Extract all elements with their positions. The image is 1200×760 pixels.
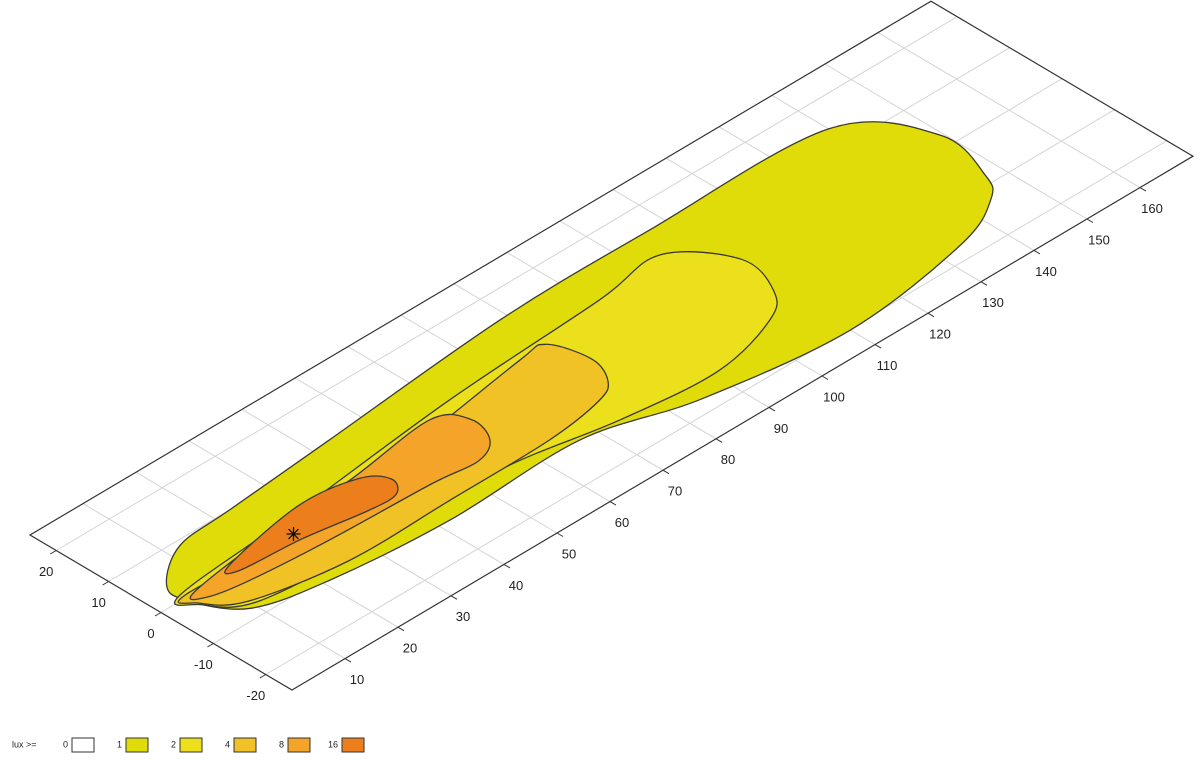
overlay: 102030405060708090100110120130140150160-… xyxy=(28,0,1195,703)
x-tick-label: 30 xyxy=(456,609,470,624)
x-tick xyxy=(1139,187,1147,192)
x-tick xyxy=(1033,249,1041,255)
legend-label: 1 xyxy=(117,739,122,749)
legend-label: 0 xyxy=(63,739,68,749)
y-tick-label: 0 xyxy=(147,626,154,641)
grid-line xyxy=(265,140,1168,675)
x-tick xyxy=(397,626,405,632)
legend-swatch xyxy=(341,737,365,753)
x-tick-label: 140 xyxy=(1035,264,1057,279)
y-tick xyxy=(154,612,162,617)
x-tick-label: 80 xyxy=(721,452,735,467)
x-tick xyxy=(662,469,670,475)
x-tick-label: 70 xyxy=(668,484,682,499)
x-tick-label: 100 xyxy=(823,389,845,404)
x-tick xyxy=(344,658,352,663)
x-tick xyxy=(874,344,882,349)
grid-line xyxy=(55,16,958,551)
x-tick-label: 90 xyxy=(774,421,788,436)
x-tick-label: 110 xyxy=(877,358,898,373)
x-tick xyxy=(768,406,776,412)
y-tick-label: -10 xyxy=(194,657,213,672)
x-tick xyxy=(821,375,829,380)
y-tick xyxy=(49,550,57,555)
y-tick-label: -20 xyxy=(246,688,265,703)
contour-region xyxy=(224,475,399,575)
x-tick-label: 10 xyxy=(350,672,364,687)
legend-label: 16 xyxy=(328,739,338,749)
x-tick xyxy=(1086,218,1094,223)
max-marker xyxy=(286,527,301,541)
x-tick-label: 160 xyxy=(1141,201,1163,216)
x-tick-label: 60 xyxy=(615,515,629,530)
x-tick-label: 150 xyxy=(1088,232,1110,247)
x-tick xyxy=(927,312,935,318)
y-tick xyxy=(102,581,109,586)
legend-swatch xyxy=(125,737,149,753)
legend-label: 2 xyxy=(171,739,176,749)
x-tick xyxy=(556,532,564,537)
legend-swatch xyxy=(179,737,203,753)
x-tick xyxy=(715,438,723,443)
x-tick xyxy=(609,501,617,506)
legend-swatch xyxy=(71,737,95,753)
x-tick xyxy=(503,563,511,569)
marker-stroke xyxy=(288,528,299,540)
x-tick-label: 20 xyxy=(403,641,417,656)
x-tick-label: 120 xyxy=(929,327,951,342)
y-tick-label: 10 xyxy=(91,595,105,610)
legend-title: lux >= xyxy=(12,739,37,749)
y-tick-label: 20 xyxy=(39,564,53,579)
legend-label: 8 xyxy=(279,739,284,749)
x-tick xyxy=(980,281,988,286)
x-tick-label: 130 xyxy=(982,295,1004,310)
legend-label: 4 xyxy=(225,739,230,749)
legend-swatch xyxy=(287,737,311,753)
contour-layer xyxy=(165,121,994,610)
plot-border xyxy=(28,0,1195,691)
legend-swatch xyxy=(233,737,257,753)
x-tick-label: 50 xyxy=(562,546,576,561)
y-tick xyxy=(207,643,214,648)
y-tick xyxy=(259,674,267,679)
legend: lux >= 0 1 2 4 8 16 xyxy=(12,737,365,753)
x-tick xyxy=(450,595,458,600)
x-tick-label: 40 xyxy=(509,578,523,593)
